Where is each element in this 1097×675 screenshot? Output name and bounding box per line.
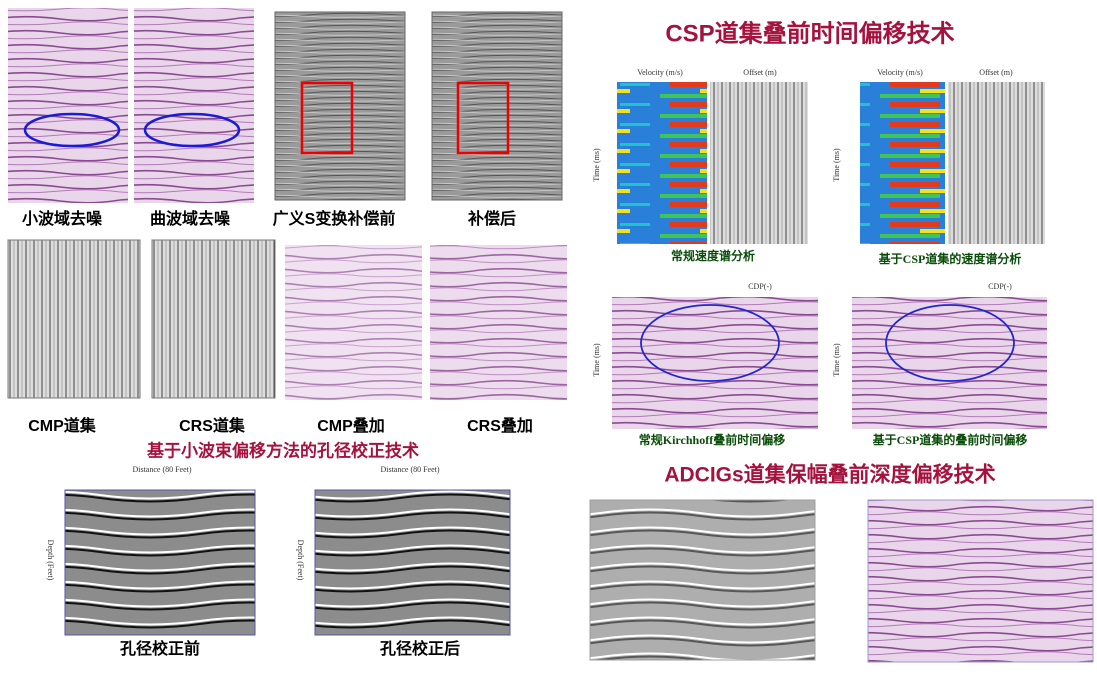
gather-panel — [151, 239, 276, 399]
axis-label: Distance (80 Feet) — [132, 465, 191, 474]
section-title: ADCIGs道集保幅叠前深度偏移技术 — [664, 463, 995, 487]
velocity-spectrum — [860, 82, 945, 244]
axis-label: Depth (Feet) — [46, 540, 55, 581]
depth-panel — [64, 489, 256, 636]
csp-gather — [710, 82, 808, 244]
ellipse — [885, 304, 1015, 382]
caption: CMP道集 — [28, 416, 97, 435]
caption: 基于CSP道集的速度谱分析 — [878, 251, 1022, 266]
caption: 常规Kirchhoff叠前时间偏移 — [639, 432, 785, 447]
highlight-box — [300, 81, 354, 155]
stack-panel — [285, 245, 422, 400]
axis-label: Offset (m) — [743, 68, 777, 77]
stack-panel — [430, 245, 567, 400]
seismic-panel — [274, 11, 406, 201]
axis-label: Time (ms) — [832, 343, 841, 377]
caption: 小波域去噪 — [22, 209, 103, 228]
caption: 曲波域去噪 — [150, 209, 231, 228]
caption: 常规速度谱分析 — [671, 248, 755, 263]
caption: 孔径校正后 — [380, 639, 460, 658]
csp-gather — [948, 82, 1045, 244]
highlight-box — [456, 81, 510, 155]
caption: 广义S变换补偿前 — [273, 209, 396, 228]
caption: 孔径校正前 — [120, 639, 200, 658]
axis-label: Depth (Feet) — [296, 540, 305, 581]
seismic-panel — [431, 11, 563, 201]
axis-label: CDP(-) — [988, 282, 1012, 291]
gather-panel — [7, 239, 141, 399]
axis-label: Velocity (m/s) — [637, 68, 683, 77]
axis-label: Time (ms) — [832, 148, 841, 182]
depth-panel — [867, 499, 1094, 663]
seismic-panel — [134, 8, 254, 203]
ellipse — [143, 112, 241, 148]
axis-label: Offset (m) — [979, 68, 1013, 77]
caption: 补偿后 — [467, 209, 516, 228]
depth-panel — [314, 489, 511, 636]
velocity-spectrum — [617, 82, 707, 244]
depth-panel — [589, 499, 816, 661]
section-title: 基于小波束偏移方法的孔径校正技术 — [146, 440, 419, 460]
ellipse — [23, 112, 121, 148]
caption: CRS道集 — [179, 416, 246, 435]
axis-label: CDP(-) — [748, 282, 772, 291]
migration-panel — [612, 297, 818, 429]
seismic-panel — [8, 8, 128, 203]
section-title: CSP道集叠前时间偏移技术 — [665, 19, 954, 47]
axis-label: Time (ms) — [592, 343, 601, 377]
caption: CRS叠加 — [467, 417, 533, 435]
axis-label: Distance (80 Feet) — [380, 465, 439, 474]
caption: CMP叠加 — [317, 417, 385, 435]
migration-panel — [852, 297, 1047, 429]
caption: 基于CSP道集的叠前时间偏移 — [872, 432, 1028, 447]
ellipse — [640, 304, 780, 382]
axis-label: Velocity (m/s) — [877, 68, 923, 77]
axis-label: Time (ms) — [592, 148, 601, 182]
